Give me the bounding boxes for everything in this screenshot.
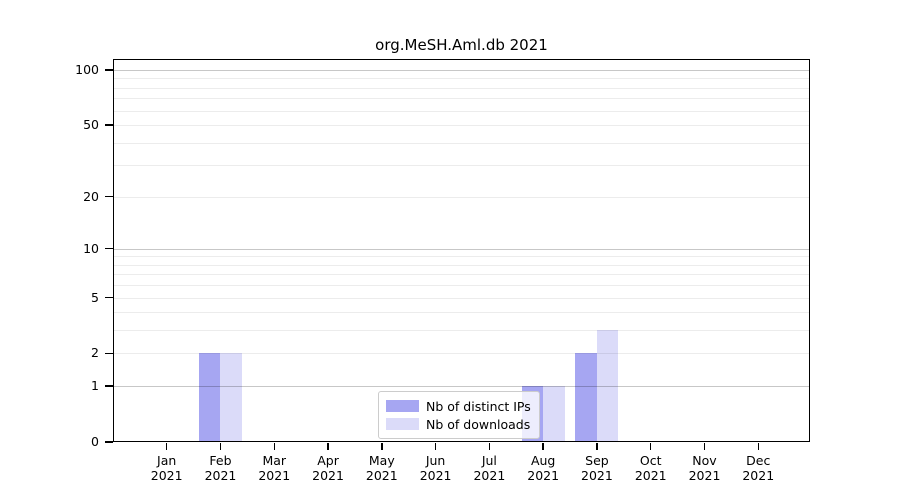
x-tick-label: Jul 2021 <box>461 453 517 483</box>
x-tick <box>327 443 329 450</box>
y-tick <box>105 385 113 387</box>
plot-area <box>113 59 810 442</box>
bar-nb-of-downloads-feb <box>220 353 242 442</box>
x-tick-label: Dec 2021 <box>730 453 786 483</box>
x-tick <box>596 443 598 450</box>
x-tick-label: Apr 2021 <box>300 453 356 483</box>
x-tick-label: Sep 2021 <box>569 453 625 483</box>
bar-nb-of-distinct-ips-sep <box>575 353 597 442</box>
x-tick-year: 2021 <box>258 468 291 483</box>
x-tick-year: 2021 <box>312 468 344 483</box>
x-tick <box>542 443 544 450</box>
legend-item-downloads: Nb of downloads <box>386 415 531 433</box>
x-tick-month: Oct <box>639 453 662 468</box>
gridline-minor <box>113 110 810 112</box>
x-tick <box>703 443 706 450</box>
gridline-minor <box>113 87 810 89</box>
legend: Nb of distinct IPs Nb of downloads <box>378 391 540 439</box>
gridline-major <box>113 248 810 250</box>
x-tick-month: Aug <box>530 453 556 468</box>
x-tick-year: 2021 <box>473 468 506 483</box>
x-tick <box>219 443 222 450</box>
gridline-minor <box>113 142 810 144</box>
x-tick-year: 2021 <box>150 468 183 483</box>
chart-title: org.MeSH.Aml.db 2021 <box>375 36 548 54</box>
x-tick <box>757 443 760 450</box>
gridline-minor <box>113 330 810 332</box>
gridline-minor <box>113 165 810 167</box>
gridline-major <box>113 386 810 388</box>
x-tick-label: May 2021 <box>354 453 410 483</box>
x-tick-month: Mar <box>262 453 287 468</box>
x-tick-month: Jan <box>157 453 177 468</box>
x-tick-label: Feb 2021 <box>192 453 248 483</box>
x-tick-year: 2021 <box>688 468 721 483</box>
gridline-minor <box>113 78 810 80</box>
x-tick-year: 2021 <box>204 468 237 483</box>
x-tick <box>434 443 437 450</box>
x-tick-label: Jun 2021 <box>408 453 464 483</box>
x-tick-month: Jun <box>425 453 446 468</box>
y-tick <box>105 124 113 126</box>
gridline-minor <box>113 124 810 126</box>
x-tick <box>488 443 491 450</box>
x-tick-year: 2021 <box>634 468 667 483</box>
gridline-minor <box>113 297 810 299</box>
x-tick-month: Dec <box>746 453 771 468</box>
x-tick-label: Oct 2021 <box>623 453 679 483</box>
bar-nb-of-downloads-sep <box>596 330 619 442</box>
y-tick <box>105 247 113 250</box>
y-tick-label: 50 <box>83 116 99 132</box>
gridline-minor <box>113 256 810 258</box>
gridline-minor <box>113 312 810 314</box>
y-tick-label: 5 <box>91 289 99 305</box>
x-tick-month: May <box>368 453 395 468</box>
x-tick <box>649 443 652 450</box>
legend-label-distinct-ips: Nb of distinct IPs <box>426 398 531 414</box>
legend-item-distinct-ips: Nb of distinct IPs <box>386 397 531 415</box>
gridline-minor <box>113 264 810 266</box>
gridline-major <box>113 69 810 71</box>
y-tick-label: 2 <box>91 345 99 361</box>
grid-layer <box>113 59 810 442</box>
bar-nb-of-distinct-ips-feb <box>198 353 221 442</box>
gridline-minor <box>113 285 810 287</box>
gridline-minor <box>113 196 810 198</box>
y-tick <box>105 195 113 198</box>
legend-swatch-downloads-icon <box>386 418 419 430</box>
gridline-minor <box>113 98 810 100</box>
x-tick-label: Mar 2021 <box>246 453 302 483</box>
x-tick-month: Feb <box>209 453 232 468</box>
y-tick <box>105 441 113 443</box>
x-tick-label: Jan 2021 <box>139 453 195 483</box>
x-tick-month: Apr <box>317 453 339 468</box>
y-tick <box>105 296 113 299</box>
x-tick-month: Jul <box>481 453 497 468</box>
legend-label-downloads: Nb of downloads <box>426 416 531 432</box>
x-tick-year: 2021 <box>365 468 398 483</box>
x-tick-year: 2021 <box>527 468 560 483</box>
y-tick-label: 10 <box>83 240 99 256</box>
gridline-minor <box>113 274 810 276</box>
gridline-minor <box>113 353 810 355</box>
x-tick-month: Nov <box>692 453 717 468</box>
y-tick-label: 1 <box>91 378 99 394</box>
x-tick-year: 2021 <box>581 468 613 483</box>
x-tick-label: Aug 2021 <box>515 453 571 483</box>
bar-nb-of-downloads-aug <box>543 386 565 442</box>
y-tick <box>105 69 113 71</box>
y-tick <box>105 352 113 355</box>
x-tick-label: Nov 2021 <box>677 453 733 483</box>
legend-swatch-distinct-ips-icon <box>386 400 419 412</box>
y-tick-label: 0 <box>91 434 99 449</box>
y-tick-label: 20 <box>83 188 99 204</box>
x-tick-year: 2021 <box>419 468 452 483</box>
x-tick-year: 2021 <box>742 468 775 483</box>
x-tick <box>165 443 168 450</box>
x-tick-month: Sep <box>585 453 609 468</box>
x-tick <box>273 443 275 450</box>
y-tick-label: 100 <box>75 61 99 77</box>
x-tick <box>381 443 383 450</box>
